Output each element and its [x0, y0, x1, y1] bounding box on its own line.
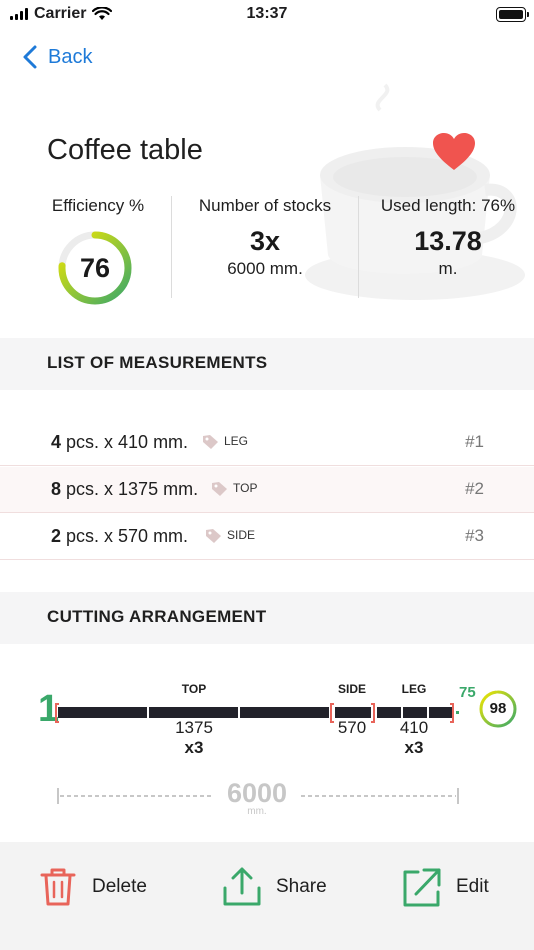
tag-label: SIDE — [227, 528, 256, 542]
measurement-row[interactable]: 2 pcs. x 570 mm. SIDE #3 — [0, 514, 534, 560]
segment-length-leg: 410 — [399, 718, 429, 737]
efficiency-gauge — [58, 231, 132, 305]
stocks-stat: Number of stocks 3x 6000 mm. — [172, 196, 358, 279]
segment-label-top: TOP — [181, 682, 207, 696]
page-title: Coffee table — [47, 134, 203, 166]
segment-length-top: 1375 — [175, 718, 213, 737]
divider — [171, 196, 172, 298]
segment-label-leg: LEG — [401, 682, 427, 696]
stock-length-dimension — [57, 788, 459, 804]
cut-piece-leg — [429, 707, 453, 718]
stocks-value: 3x — [249, 226, 281, 256]
cut-piece-top — [240, 707, 329, 718]
used-length-unit: m. — [438, 259, 458, 278]
measurements-header: LIST OF MEASUREMENTS — [0, 338, 534, 390]
tag-label: LEG — [224, 434, 249, 448]
tag-icon — [212, 482, 227, 496]
stock-start-marker — [55, 703, 59, 723]
stocks-label: Number of stocks — [198, 196, 332, 215]
segment-label-side: SIDE — [337, 682, 366, 696]
back-label: Back — [48, 45, 93, 68]
stock-efficiency-value: 98 — [489, 700, 507, 717]
cut-piece-leg — [377, 707, 401, 718]
chevron-left-icon — [23, 45, 37, 69]
stock-efficiency-gauge — [479, 690, 517, 728]
measurements-title: LIST OF MEASUREMENTS — [47, 353, 268, 372]
measurement-index: #1 — [465, 432, 484, 451]
segment-length-side: 570 — [337, 718, 367, 737]
stocks-sub: 6000 mm. — [227, 259, 303, 278]
divider — [358, 196, 359, 298]
measurement-text: 2 pcs. x 570 mm. — [51, 526, 189, 546]
status-bar: Carrier 13:37 — [0, 0, 534, 30]
external-edit-icon — [403, 868, 441, 907]
signal-icon — [10, 8, 28, 20]
carrier-label: Carrier — [34, 5, 87, 22]
stock-number: 1 — [38, 688, 60, 730]
tag-icon — [206, 529, 221, 543]
delete-button[interactable]: Delete — [38, 866, 147, 908]
trash-icon — [40, 868, 76, 906]
edit-button[interactable]: Edit — [402, 866, 489, 908]
cut-marker — [330, 703, 334, 723]
segment-multiplier-top: x3 — [184, 738, 204, 757]
tag-icon — [203, 435, 218, 449]
waste-value: 75 — [459, 684, 476, 701]
cut-piece-leg — [403, 707, 427, 718]
efficiency-label: Efficiency % — [51, 196, 145, 215]
cutting-title: CUTTING ARRANGEMENT — [47, 607, 267, 626]
bottom-toolbar: Delete Share Edit — [0, 842, 534, 950]
stock-length-unit: mm. — [247, 806, 267, 817]
used-length-label: Used length: 76% — [380, 196, 516, 215]
segment-multiplier-leg: x3 — [404, 738, 424, 757]
measurement-row[interactable]: 4 pcs. x 410 mm. LEG #1 — [0, 420, 534, 466]
wifi-icon — [92, 7, 113, 20]
measurement-row[interactable]: 8 pcs. x 1375 mm. TOP #2 — [0, 467, 534, 513]
stock-bar[interactable] — [50, 678, 480, 758]
battery-icon — [496, 7, 529, 22]
back-button[interactable]: Back — [22, 44, 92, 70]
cut-piece-top — [58, 707, 147, 718]
stock-length-value: 6000 — [226, 778, 288, 808]
share-icon — [223, 867, 261, 906]
cut-piece-top — [149, 707, 238, 718]
share-label: Share — [276, 876, 327, 897]
share-button[interactable]: Share — [222, 866, 327, 908]
measurement-text: 8 pcs. x 1375 mm. — [51, 479, 199, 499]
efficiency-stat: Efficiency % — [38, 196, 158, 216]
edit-label: Edit — [456, 876, 489, 897]
cut-piece-side — [335, 707, 371, 718]
used-length-stat: Used length: 76% 13.78 m. — [360, 196, 534, 279]
measurement-text: 4 pcs. x 410 mm. — [51, 432, 189, 452]
tag-label: TOP — [233, 481, 258, 495]
measurement-index: #3 — [465, 526, 484, 545]
used-length-value: 13.78 — [414, 226, 482, 256]
cutting-header: CUTTING ARRANGEMENT — [0, 592, 534, 644]
waste-marker — [456, 711, 459, 714]
stock-end-marker — [450, 703, 454, 723]
heart-icon[interactable] — [432, 132, 476, 172]
status-left: Carrier — [10, 5, 113, 23]
status-time: 13:37 — [246, 5, 288, 22]
cut-marker — [371, 703, 375, 723]
measurement-index: #2 — [465, 479, 484, 498]
delete-label: Delete — [92, 876, 147, 897]
efficiency-value: 76 — [79, 253, 111, 283]
